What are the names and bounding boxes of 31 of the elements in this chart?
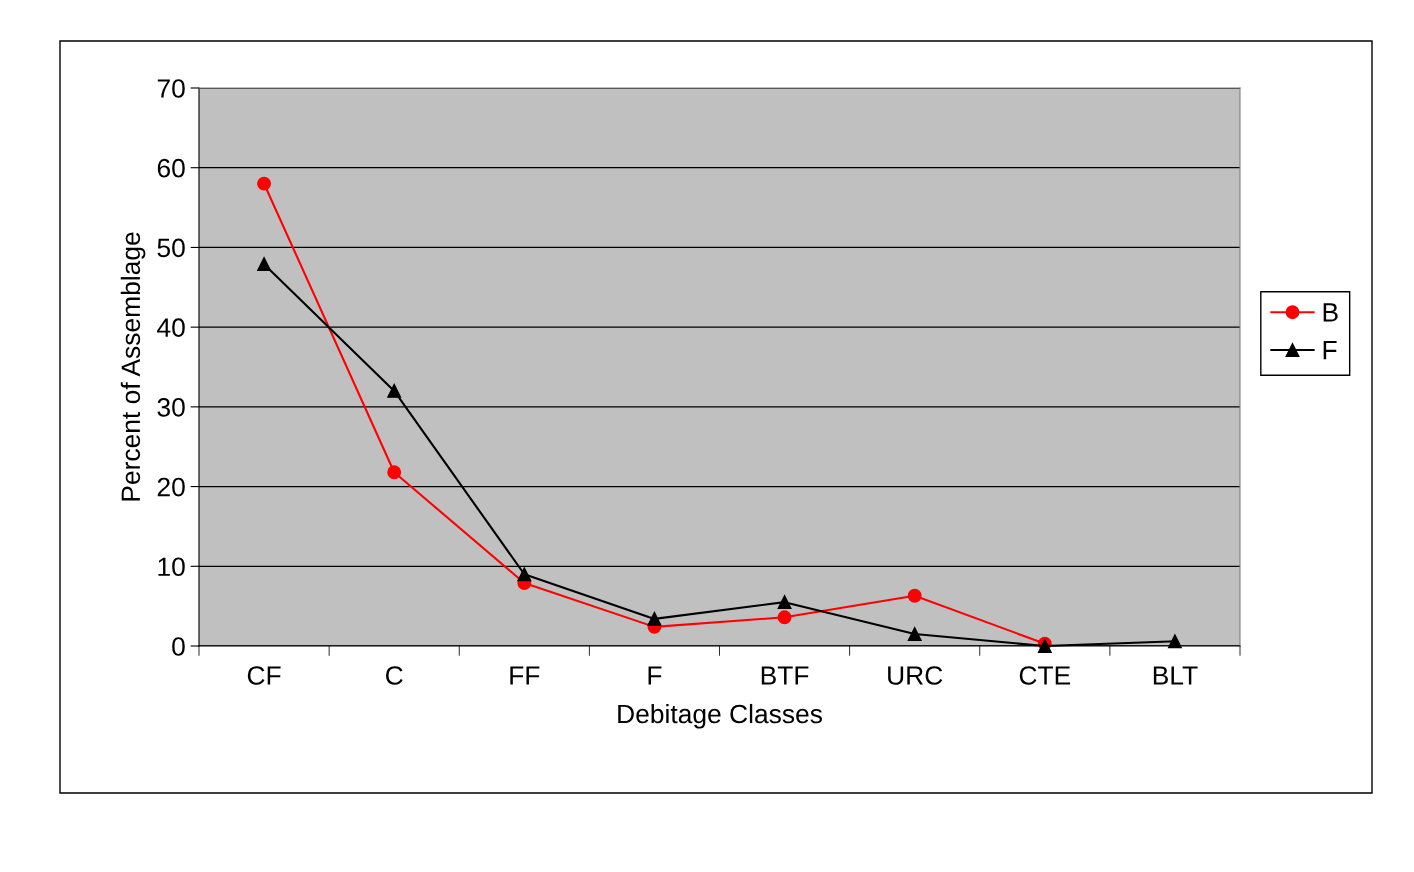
x-tick-label: BTF <box>761 666 809 685</box>
y-tick-label: 0 <box>172 637 185 656</box>
x-tick-label: FF <box>510 666 540 685</box>
y-tick-label: 50 <box>157 238 185 258</box>
point <box>387 465 402 480</box>
point <box>387 383 402 398</box>
point <box>257 176 272 191</box>
y-tick-label: 20 <box>157 477 185 497</box>
x-tick-label: URC <box>888 666 943 685</box>
point <box>907 627 922 641</box>
point <box>647 611 662 626</box>
y-tick-label: 70 <box>157 79 185 98</box>
y-tick-label: 30 <box>157 397 185 417</box>
y-tick-label: 40 <box>157 318 185 337</box>
x-tick-label: BLT <box>1153 666 1198 685</box>
point <box>1167 634 1182 649</box>
x-tick-label: F <box>648 666 662 685</box>
point <box>257 257 272 272</box>
legend-label: F <box>1323 341 1337 360</box>
x-tick-label: CF <box>247 666 281 685</box>
point <box>777 595 792 610</box>
y-axis-title: Percent of Assemblage <box>120 232 146 501</box>
point <box>907 588 922 603</box>
point <box>517 567 532 582</box>
x-axis-title: Debitage Classes <box>618 703 822 729</box>
legend-label: B <box>1323 303 1338 322</box>
y-tick-label: 10 <box>158 557 185 577</box>
x-tick-label: CTE <box>1019 666 1071 685</box>
point <box>777 610 792 625</box>
x-tick-label: C <box>386 666 403 685</box>
y-tick-label: 60 <box>157 158 185 178</box>
